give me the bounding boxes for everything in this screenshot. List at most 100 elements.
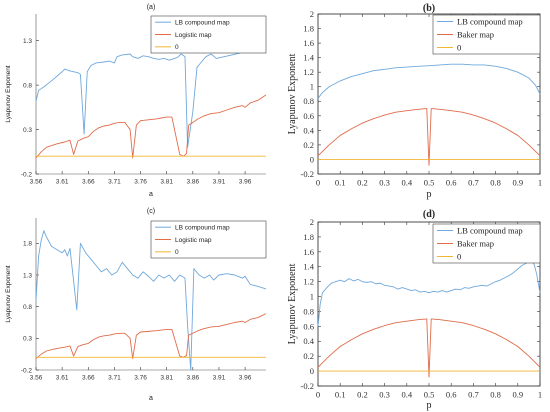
y-tick-label: 0.8 [23,82,32,89]
legend-entry: Baker map [457,29,494,39]
y-axis-label: Lyapunov Exponent [287,263,298,344]
y-tick-label: 1.8 [303,232,314,242]
y-tick-label: 0.4 [303,336,314,346]
series-line-1 [35,230,267,371]
x-tick-label: 3.86 [186,375,199,382]
y-tick-label: 1.2 [303,67,314,77]
x-tick-label: 0.5 [424,390,435,400]
y-tick-label: 0 [310,154,314,164]
y-tick-label: 1.6 [303,247,314,257]
x-tick-label: 0.7 [468,390,479,400]
chart-d: 0 0.1 0.2 0.3 0.4 0.5 0.6 0.7 0.8 0.9 1-0.200.20.4… [287,209,542,411]
x-tick-label: 1 [538,178,542,188]
x-tick-label: 0.1 [335,390,346,400]
series-line-1 [317,63,541,99]
x-tick-label: 0.9 [512,390,523,400]
x-tick-label: 3.61 [56,179,69,186]
legend-entry: 0 [457,42,461,52]
x-tick-label: 3.71 [108,375,121,382]
x-tick-label: 3.71 [108,179,121,186]
x-tick-label: 0.1 [335,178,346,188]
y-tick-label: 0 [310,366,314,376]
y-tick-label: 0.6 [303,111,314,121]
legend-entry: 0 [457,251,461,261]
x-tick-label: 0.7 [468,178,479,188]
y-tick-label: 0.8 [303,96,314,106]
chart-b: 0 0.1 0.2 0.3 0.4 0.5 0.6 0.7 0.8 0.9 1-0.200.20.4… [287,3,542,200]
chart-title: (d) [423,209,435,220]
x-tick-label: 0.2 [357,178,368,188]
y-tick-label: 1.4 [303,53,314,63]
y-tick-label: 0.8 [303,306,314,316]
y-axis-label: Lyapunov Exponent [287,53,298,134]
x-tick-label: 3.66 [82,179,95,186]
y-tick-label: 0.2 [303,140,314,150]
x-tick-label: 0.3 [379,390,390,400]
x-tick-label: 3.61 [56,375,69,382]
y-tick-label: 1.8 [23,241,32,248]
x-tick-label: 3.96 [239,375,252,382]
y-tick-label: 0.3 [23,336,32,343]
x-tick-label: 0 [316,178,320,188]
x-tick-label: 3.66 [82,375,95,382]
y-tick-label: 1.8 [303,24,314,34]
x-tick-label: 0.8 [490,178,501,188]
legend-entry: 0 [175,44,179,51]
chart-c: 3.56 3.61 3.66 3.71 3.76 3.81 3.86 3.91 3.96 -0.2… [5,208,267,402]
legend: LB compound map Baker map 0 [432,223,541,264]
x-axis-label: a [149,191,153,198]
y-tick-label: -0.2 [301,169,314,179]
y-tick-label: 1.3 [23,38,32,45]
x-tick-label: 3.91 [213,375,226,382]
y-tick-label: 0.2 [303,351,314,361]
legend-entry: Logistic map [175,32,212,39]
x-tick-label: 3.76 [134,375,147,382]
x-tick-label: 3.91 [213,179,226,186]
chart-title: (b) [423,3,435,14]
y-tick-label: 1.6 [303,38,314,48]
legend-entry: LB compound map [175,19,230,26]
x-tick-label: 3.81 [160,179,173,186]
legend-entry: Logistic map [175,237,212,244]
legend-entry: LB compound map [457,16,523,26]
y-tick-label: 0.4 [303,125,314,135]
x-tick-label: 0.4 [401,178,412,188]
y-axis-label: Lyapunov Exponent [5,265,12,322]
y-tick-label: -0.2 [301,381,314,391]
legend-entry: Baker map [457,238,494,248]
x-tick-label: 3.86 [186,179,199,186]
x-tick-label: 3.56 [30,179,43,186]
legend: LB compound map Logistic map 0 [150,15,267,54]
x-tick-label: 0.6 [446,390,457,400]
x-tick-label: 0.5 [424,178,435,188]
y-tick-label: 1.4 [303,262,314,272]
x-axis-label: a [149,395,153,402]
x-tick-label: 0.2 [357,390,368,400]
legend: LB compound map Logistic map 0 [150,220,267,259]
y-tick-label: 1.3 [23,272,32,279]
x-tick-label: 0.4 [401,390,412,400]
y-tick-label: 0.6 [303,321,314,331]
series-line-1 [35,38,267,148]
x-tick-label: 0.3 [379,178,390,188]
legend: LB compound map Baker map 0 [432,14,541,55]
legend-entry: LB compound map [175,224,230,231]
x-tick-label: 3.76 [134,179,147,186]
legend-entry: 0 [175,249,179,256]
y-tick-label: 2 [310,9,314,19]
legend-entry: LB compound map [457,225,523,235]
y-tick-label: -0.2 [21,171,33,178]
series-line-2 [317,318,541,378]
chart-title: (a) [147,4,156,11]
y-tick-label: 0.8 [23,304,32,311]
x-tick-label: 1 [538,390,542,400]
x-tick-label: 0.8 [490,390,501,400]
x-axis-label: p [427,400,432,411]
x-tick-label: 0 [316,390,320,400]
y-axis-label: Lyapunov Exponent [5,65,12,122]
y-tick-label: 0.3 [23,127,32,134]
series-line-2 [35,94,267,159]
y-tick-label: 1.2 [303,277,314,287]
x-tick-label: 3.81 [160,375,173,382]
